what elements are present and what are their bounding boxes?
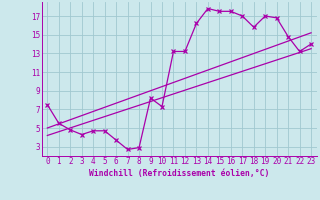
X-axis label: Windchill (Refroidissement éolien,°C): Windchill (Refroidissement éolien,°C) <box>89 169 269 178</box>
